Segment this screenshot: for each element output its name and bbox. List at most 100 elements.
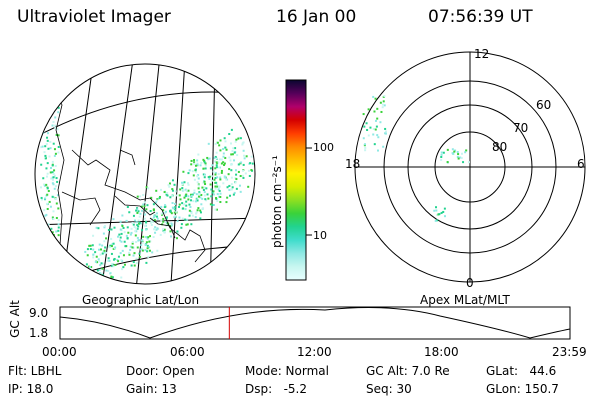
aurora-speck [242,163,245,166]
aurora-speck [49,147,52,150]
aurora-speck [156,217,159,220]
aurora-speck [171,201,174,204]
aurora-speck [92,248,95,251]
aurora-speck [373,143,376,146]
aurora-speck [201,186,204,189]
aurora-speck [141,247,144,250]
aurora-speck [129,233,132,236]
aurora-speck [153,215,156,218]
aurora-speck [230,163,233,166]
aurora-speck [362,113,365,116]
aurora-speck [40,146,43,149]
aurora-speck [48,155,51,158]
aurora-speck [139,255,142,258]
aurora-speck [171,188,174,191]
aurora-speck [228,184,231,187]
aurora-speck [152,216,155,219]
aurora-speck [459,156,462,159]
aurora-speck [235,187,238,190]
aurora-speck [170,235,173,238]
aurora-speck [372,133,375,136]
aurora-speck [451,148,454,151]
aurora-speck [380,110,383,113]
aurora-speck [193,189,196,192]
aurora-speck [181,183,184,186]
aurora-speck [234,181,237,184]
aurora-speck [112,258,115,261]
aurora-speck [128,251,131,254]
aurora-speck [219,201,222,204]
aurora-speck [227,173,230,176]
aurora-speck [85,263,88,266]
aurora-speck [214,171,217,174]
aurora-speck [134,230,137,233]
aurora-speck [89,248,92,251]
aurora-speck [110,228,113,231]
aurora-speck [89,244,92,247]
aurora-speck [208,175,211,178]
aurora-speck [199,211,202,214]
aurora-speck [120,232,123,235]
aurora-speck [52,217,55,220]
aurora-speck [182,170,185,173]
aurora-speck [154,226,157,229]
aurora-speck [214,208,217,211]
aurora-speck [159,188,162,191]
aurora-speck [101,244,104,247]
aurora-speck [222,147,225,150]
timeline-ylabel: GC Alt [7,300,22,338]
aurora-speck [44,197,47,200]
aurora-speck [144,224,147,227]
aurora-speck [435,209,438,212]
aurora-speck [185,189,188,192]
aurora-speck [213,178,216,181]
aurora-speck [192,174,195,177]
aurora-speck [140,205,143,208]
aurora-speck [49,140,52,143]
aurora-speck [113,247,116,250]
aurora-speck [184,218,187,221]
aurora-speck [120,276,123,279]
aurora-speck [217,173,220,176]
aurora-speck [163,206,166,209]
aurora-speck [46,162,49,165]
aurora-speck [119,220,122,223]
aurora-speck [248,174,251,177]
aurora-speck [53,169,56,172]
aurora-speck [117,260,120,263]
aurora-speck [250,155,253,158]
aurora-speck [222,161,225,164]
aurora-speck [122,266,125,269]
aurora-speck [143,213,146,216]
aurora-speck [176,230,179,233]
aurora-speck [186,223,189,226]
aurora-speck [209,167,212,170]
aurora-speck [440,158,443,161]
aurora-speck [150,224,153,227]
aurora-speck [207,158,210,161]
aurora-speck [203,194,206,197]
aurora-speck [196,198,199,201]
aurora-speck [46,193,49,196]
aurora-speck [57,223,60,226]
aurora-speck [156,198,159,201]
aurora-speck [241,142,244,145]
aurora-speck [379,101,382,104]
aurora-speck [211,179,214,182]
aurora-speck [384,127,387,130]
aurora-speck [377,136,380,139]
aurora-speck [57,145,60,148]
aurora-speck [86,254,89,257]
aurora-speck [384,132,387,135]
aurora-speck [134,234,137,237]
aurora-speck [230,183,233,186]
aurora-speck [43,209,46,212]
aurora-speck [369,126,372,129]
aurora-speck [135,230,138,233]
aurora-speck [174,214,177,217]
aurora-speck [170,194,173,197]
aurora-speck [119,239,122,242]
aurora-speck [128,211,131,214]
aurora-speck [142,193,145,196]
aurora-speck [193,191,196,194]
